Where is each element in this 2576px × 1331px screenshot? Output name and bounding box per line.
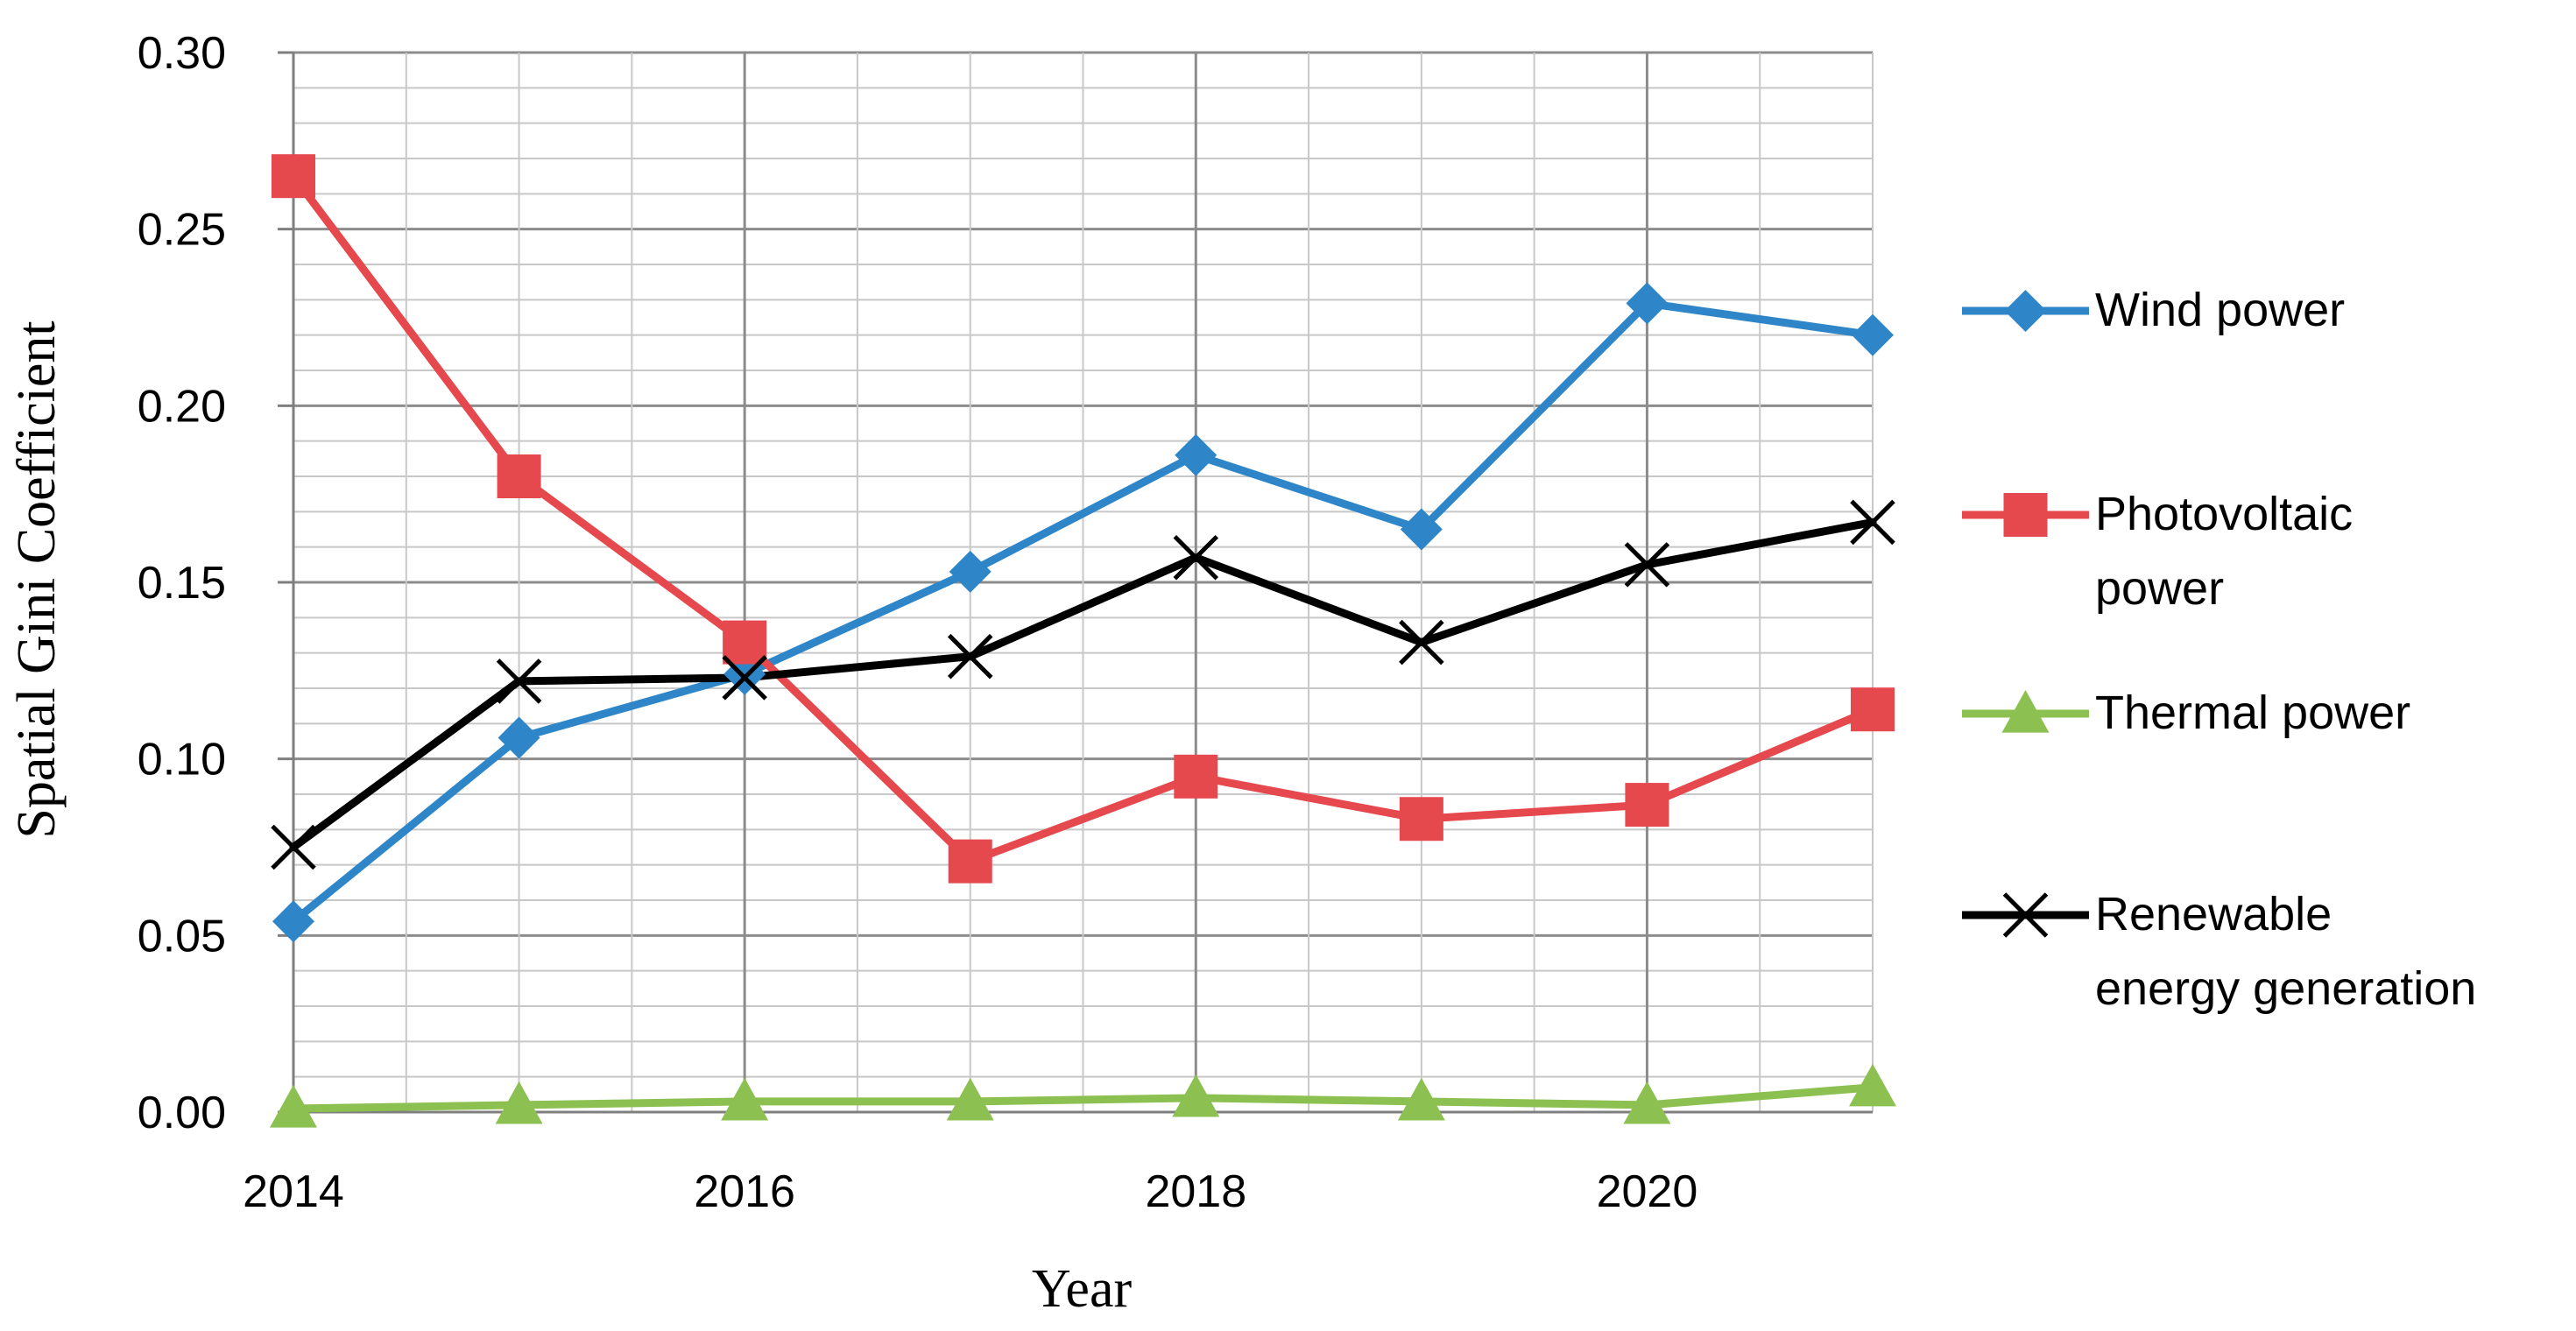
legend-wind-marker bbox=[2004, 290, 2047, 332]
legend-thermal-marker bbox=[2001, 690, 2050, 733]
legend-label: Wind power bbox=[2095, 284, 2345, 336]
point-wind-marker bbox=[1852, 313, 1894, 356]
legend-item-thermal: Thermal power bbox=[1962, 687, 2410, 739]
point-pv-marker bbox=[1174, 754, 1218, 799]
y-tick-label: 0.05 bbox=[138, 911, 226, 961]
y-tick-label: 0.10 bbox=[138, 735, 226, 785]
point-thermal-marker bbox=[495, 1081, 543, 1124]
legend-label: power bbox=[2095, 562, 2224, 615]
point-pv-marker bbox=[1399, 797, 1443, 842]
legend-label: Renewable bbox=[2095, 888, 2332, 940]
series-line-thermal bbox=[289, 1083, 1877, 1113]
point-wind-marker bbox=[498, 716, 540, 759]
point-pv-marker bbox=[723, 620, 767, 665]
point-wind-marker bbox=[949, 550, 992, 593]
series-line-pv bbox=[289, 172, 1877, 866]
legend: Wind power Photovoltaic power Thermal power… bbox=[1962, 284, 2476, 1015]
y-tick-label: 0.00 bbox=[138, 1088, 226, 1138]
point-wind-marker bbox=[1400, 508, 1443, 551]
point-renewable-marker bbox=[271, 824, 316, 870]
series-line-renewable bbox=[289, 518, 1877, 851]
point-renewable-marker bbox=[496, 658, 542, 704]
x-tick-labels: 2014 2016 2018 2020 bbox=[243, 1166, 1697, 1217]
point-thermal-marker bbox=[1397, 1077, 1445, 1121]
point-renewable-marker bbox=[722, 655, 767, 701]
x-tick-label: 2014 bbox=[243, 1166, 344, 1217]
point-wind-marker bbox=[272, 900, 314, 943]
legend-renewable-marker bbox=[2002, 892, 2049, 938]
y-tick-label: 0.20 bbox=[138, 381, 226, 432]
point-renewable-marker bbox=[1399, 619, 1444, 666]
point-thermal-marker bbox=[946, 1077, 994, 1121]
point-thermal-marker bbox=[1172, 1074, 1220, 1117]
legend-item-wind: Wind power bbox=[1962, 284, 2345, 336]
legend-label: energy generation bbox=[2095, 962, 2476, 1015]
x-tick-label: 2018 bbox=[1145, 1166, 1246, 1217]
legend-label: Thermal power bbox=[2095, 687, 2410, 739]
series-line-wind bbox=[289, 299, 1877, 926]
point-thermal-marker bbox=[1623, 1081, 1671, 1124]
point-wind-marker bbox=[1175, 433, 1217, 476]
y-axis-title: Spatial Gini Coefficient bbox=[7, 320, 67, 838]
legend-label: Photovoltaic bbox=[2095, 488, 2353, 540]
x-tick-label: 2016 bbox=[694, 1166, 795, 1217]
x-tick-label: 2020 bbox=[1597, 1166, 1698, 1217]
y-tick-label: 0.30 bbox=[138, 28, 226, 79]
point-renewable-marker bbox=[947, 633, 993, 680]
point-pv-marker bbox=[1625, 783, 1669, 827]
point-renewable-marker bbox=[1173, 534, 1219, 581]
y-tick-label: 0.25 bbox=[138, 205, 226, 256]
point-thermal-marker bbox=[721, 1077, 769, 1121]
point-pv-marker bbox=[1851, 687, 1895, 732]
point-pv-marker bbox=[497, 454, 541, 498]
grid bbox=[292, 51, 1874, 1114]
legend-pv-marker bbox=[2003, 493, 2048, 537]
point-pv-marker bbox=[948, 839, 992, 884]
point-thermal-marker bbox=[270, 1084, 317, 1128]
point-thermal-marker bbox=[1849, 1063, 1896, 1107]
point-renewable-marker bbox=[1624, 542, 1670, 588]
series-markers bbox=[270, 154, 1896, 1128]
point-renewable-marker bbox=[1850, 499, 1895, 546]
point-pv-marker bbox=[272, 154, 315, 199]
legend-item-pv: Photovoltaic power bbox=[1962, 488, 2353, 615]
y-tick-label: 0.15 bbox=[138, 558, 226, 609]
point-wind-marker bbox=[1626, 282, 1669, 325]
y-tick-labels: 0.00 0.05 0.10 0.15 0.20 0.25 0.30 bbox=[138, 28, 226, 1138]
x-axis-title: Year bbox=[1032, 1259, 1133, 1319]
legend-item-renewable: Renewable energy generation bbox=[1962, 888, 2476, 1015]
series-lines bbox=[289, 172, 1877, 1113]
